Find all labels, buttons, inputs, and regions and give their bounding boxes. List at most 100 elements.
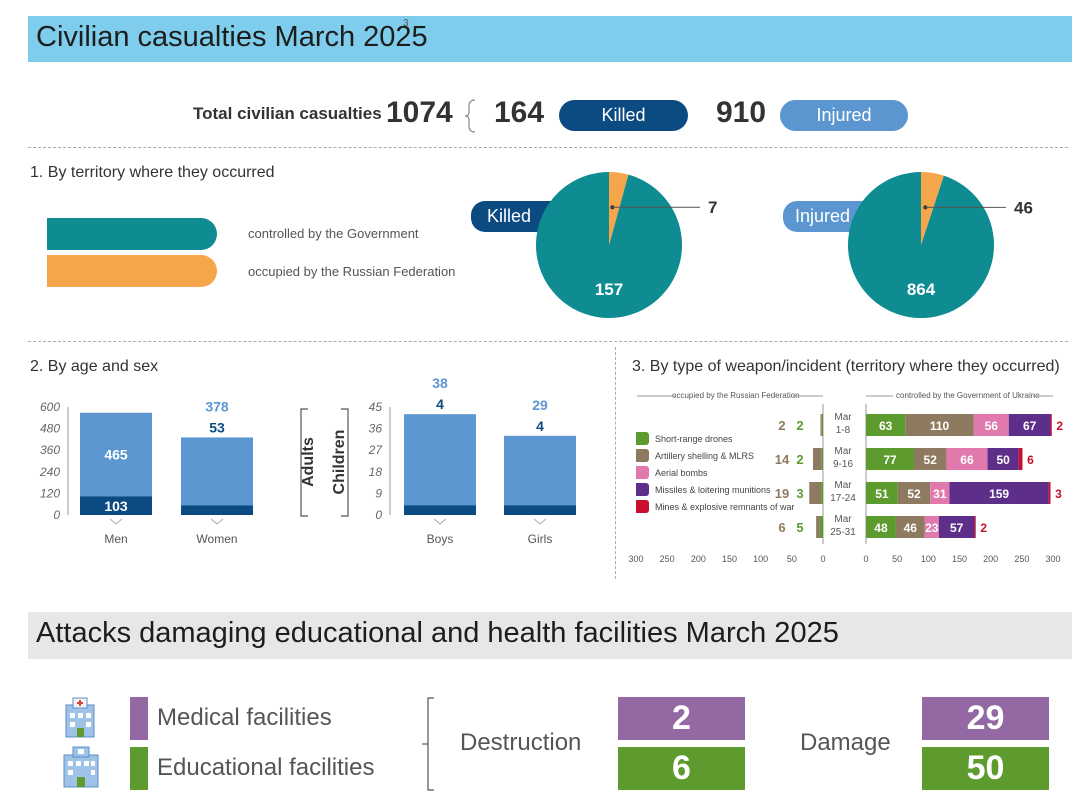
summary-brace <box>464 99 476 133</box>
right-bar-label: 48 <box>874 521 888 535</box>
right-bar-label: 52 <box>907 487 921 501</box>
right-bar-segment <box>866 482 898 504</box>
educational-destruction-value: 6 <box>618 747 745 790</box>
educational-label: Educational facilities <box>157 754 375 781</box>
y-tick-label: 9 <box>375 486 382 500</box>
right-bar-segment <box>1018 448 1023 470</box>
left-x-tick: 50 <box>787 554 797 564</box>
legend-drones-swatch <box>636 432 649 445</box>
right-bar-label: 67 <box>1023 419 1037 433</box>
right-bar-segment <box>946 448 988 470</box>
category-label: Men <box>104 532 127 546</box>
killed-count: 164 <box>494 96 545 129</box>
killed-pie: 7 157 <box>536 172 717 318</box>
pie-label-occupied: 46 <box>1014 198 1033 217</box>
children-chart: 0 9 18 27 36 45 4 38 Boys 4 29 Girls <box>368 375 576 546</box>
y-tick-label: 0 <box>375 508 382 522</box>
medical-swatch <box>130 697 148 740</box>
legend-artillery-swatch <box>636 449 649 462</box>
adults-label: Adults <box>300 437 317 487</box>
bar-killed <box>504 505 576 515</box>
bar-injured <box>404 414 476 515</box>
left-bar-segment <box>821 414 823 436</box>
category-marker <box>433 518 447 525</box>
facilities-brace <box>422 697 434 791</box>
left-artillery-label: 2 <box>778 418 785 433</box>
left-drones-label: 3 <box>796 486 803 501</box>
right-bar-segment <box>938 516 975 538</box>
y-tick-label: 600 <box>40 400 60 414</box>
left-artillery-label: 6 <box>778 520 785 535</box>
right-bar-segment <box>1008 414 1051 436</box>
right-bar-label: 159 <box>989 487 1009 501</box>
injured-count: 910 <box>716 96 767 129</box>
pie-slice-occupied <box>921 172 944 245</box>
right-x-tick: 0 <box>863 554 868 564</box>
right-bar-segment <box>987 448 1019 470</box>
right-bar-segment <box>866 516 896 538</box>
left-drones-label: 2 <box>796 418 803 433</box>
legend-government-swatch <box>47 218 217 250</box>
pie-slice-occupied <box>609 172 629 245</box>
right-x-tick: 300 <box>1045 554 1060 564</box>
right-mines-label: 3 <box>1055 487 1062 501</box>
category-label: Women <box>196 532 237 546</box>
right-bar-segment <box>1048 482 1051 504</box>
row-label: 9-16 <box>833 459 853 470</box>
left-bar-segment <box>821 482 823 504</box>
page-title: Civilian casualties March 2025 <box>36 21 428 53</box>
legend-mines-label: Mines & explosive remnants of war <box>655 502 795 512</box>
category-label: Boys <box>427 532 454 546</box>
injured-pill: Injured <box>780 100 908 131</box>
bar-killed <box>181 505 253 515</box>
right-x-tick: 150 <box>952 554 967 564</box>
divider <box>28 147 1068 148</box>
left-bar-segment <box>819 516 823 538</box>
casualties-banner: Civilian casualties March 2025 3 <box>28 16 1072 62</box>
destruction-label: Destruction <box>460 729 582 756</box>
pie-label-occupied: 7 <box>708 198 717 217</box>
left-x-tick: 150 <box>722 554 737 564</box>
y-tick-label: 18 <box>369 465 383 479</box>
y-tick-label: 27 <box>368 443 384 457</box>
left-bar-segment <box>816 516 820 538</box>
medical-destruction-value: 2 <box>618 697 745 740</box>
right-bar-label: 57 <box>950 521 964 535</box>
hospital-icon <box>65 697 95 738</box>
bar-injured <box>504 435 576 515</box>
left-bar-segment <box>820 414 822 436</box>
row-label: Mar <box>834 446 852 457</box>
legend-aerial-label: Aerial bombs <box>655 468 708 478</box>
medical-damage-value: 29 <box>922 697 1049 740</box>
row-label: Mar <box>834 480 852 491</box>
legend-mines-swatch <box>636 500 649 513</box>
right-chart-header: controlled by the Government of Ukraine <box>896 391 1040 400</box>
row-label: Mar <box>834 514 852 525</box>
left-x-tick: 300 <box>628 554 643 564</box>
right-bar-segment <box>913 448 947 470</box>
right-bar-segment <box>1050 414 1052 436</box>
legend-occupied-swatch <box>47 255 217 287</box>
left-x-tick: 250 <box>660 554 675 564</box>
right-mines-label: 6 <box>1027 453 1034 467</box>
legend-drones-label: Short-range drones <box>655 434 733 444</box>
y-tick-label: 120 <box>40 486 60 500</box>
left-drones-label: 5 <box>796 520 803 535</box>
facilities-title: Attacks damaging educational and health … <box>36 617 839 649</box>
injured-pie: 46 864 <box>848 172 1033 318</box>
y-tick-label: 240 <box>39 465 60 479</box>
y-tick-label: 360 <box>40 443 60 457</box>
adults-chart: 0 120 240 360 480 600 103 465 Men 53 378 Women <box>39 398 253 546</box>
pie-charts: 7 157 46 864 <box>536 172 1033 318</box>
medical-label: Medical facilities <box>157 704 332 731</box>
section2-title: 2. By age and sex <box>30 358 159 375</box>
right-bar-label: 51 <box>875 487 889 501</box>
right-bar-segment <box>924 516 939 538</box>
bar-killed-label: 103 <box>104 498 128 514</box>
vertical-divider <box>615 347 616 579</box>
category-marker <box>210 518 224 525</box>
damage-label: Damage <box>800 729 891 756</box>
right-x-tick: 100 <box>921 554 936 564</box>
row-label: 25-31 <box>830 527 856 538</box>
pie-leader-dot <box>610 205 615 210</box>
